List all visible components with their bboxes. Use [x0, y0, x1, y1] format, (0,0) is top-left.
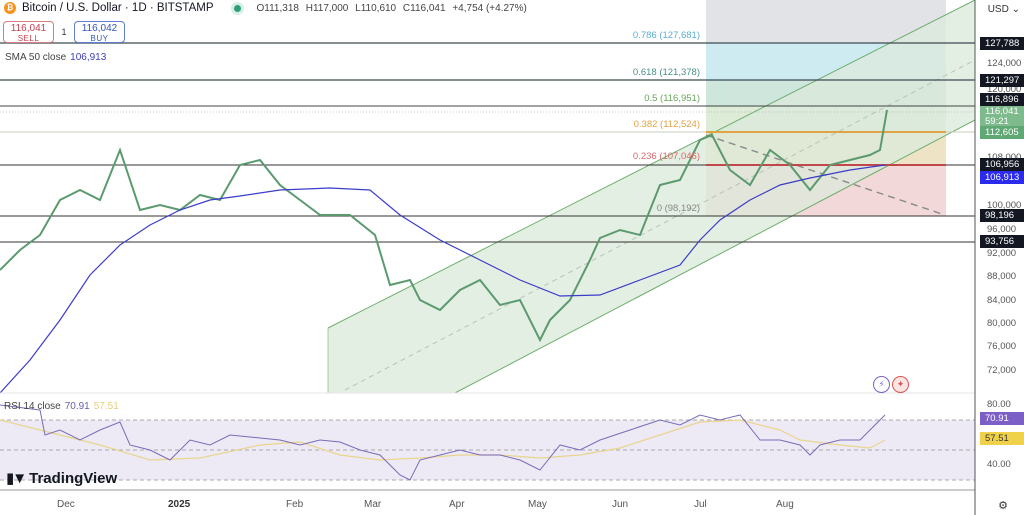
sma-value: 106,913: [70, 52, 107, 63]
price-tag: 98,196: [980, 209, 1024, 222]
low-value: L110,610: [355, 2, 397, 14]
spread-value: 1: [61, 27, 67, 37]
fib-0236-label: 0.236 (107,046): [632, 151, 700, 162]
rsi-value: 70.91: [64, 401, 90, 412]
open-value: O111,318: [256, 2, 299, 14]
price-tick: 108,000: [981, 152, 1024, 163]
sell-label: SELL: [17, 34, 40, 43]
buy-button[interactable]: 116,042 BUY: [74, 21, 125, 43]
price-tick: 88,000: [987, 271, 1017, 282]
rsi-ma-value: 57.51: [93, 401, 119, 412]
price-tag: 106,956: [980, 158, 1024, 171]
rsi-ma-tag: 57.51: [980, 432, 1024, 445]
price-tag: 116,896: [980, 93, 1024, 106]
price-tag: 112,605: [980, 126, 1024, 139]
price-tag: 121,297: [980, 74, 1024, 87]
time-tick: Feb: [286, 499, 304, 510]
time-tick: Dec: [57, 499, 75, 510]
bitcoin-icon: ₿: [4, 2, 16, 14]
fib-0786-label: 0.786 (127,681): [632, 30, 700, 41]
price-tick: 124,000: [987, 58, 1022, 69]
current-price: 116,041: [985, 106, 1019, 117]
tradingview-logo: ▮▼ TradingView: [6, 469, 118, 488]
change-value: +4,754 (+4.27%): [452, 2, 527, 14]
price-tag: 93,756: [980, 235, 1024, 248]
time-tick: Apr: [449, 499, 465, 510]
chevron-down-icon: ⌄: [1011, 4, 1020, 15]
lightning-icon[interactable]: ⚡: [873, 376, 890, 393]
currency-selector[interactable]: USD ⌄: [988, 4, 1020, 15]
price-tick: 84,000: [987, 295, 1017, 306]
tv-logo-icon: ▮▼: [6, 470, 27, 487]
sma-legend[interactable]: SMA 50 close 106,913: [5, 52, 106, 63]
currency-label: USD: [987, 4, 1009, 15]
sell-price: 116,041: [10, 23, 47, 34]
market-status-icon: [233, 4, 241, 12]
price-tick: 72,000: [987, 365, 1017, 376]
rsi-label: RSI 14 close: [4, 401, 61, 412]
price-tick: 76,000: [987, 341, 1017, 352]
fib-0382-label: 0.382 (112,524): [633, 119, 700, 130]
time-tick: Aug: [776, 499, 794, 510]
close-value: C116,041: [402, 2, 446, 14]
price-tick: 92,000: [987, 248, 1017, 259]
rsi-tag: 70.91: [980, 412, 1024, 425]
sma-label: SMA 50 close: [5, 52, 67, 63]
us-flag-icon[interactable]: ✦: [892, 376, 909, 393]
logo-text: TradingView: [29, 469, 118, 487]
fib-0-label: 0 (98,192): [656, 203, 700, 214]
chart-icons: ⚡ ✦: [873, 376, 909, 393]
time-tick: 2025: [168, 499, 191, 510]
price-tick: 80,000: [987, 318, 1017, 329]
price-tick: 100,000: [987, 200, 1022, 211]
time-tick: Mar: [364, 499, 382, 510]
fib-05-label: 0.5 (116,951): [644, 93, 700, 104]
sell-button[interactable]: 116,041 SELL: [3, 21, 54, 43]
time-tick: Jul: [694, 499, 707, 510]
current-price-tag: 116,041 59:21: [980, 106, 1024, 127]
candle-countdown: 59:21: [985, 116, 1009, 127]
symbol-title[interactable]: Bitcoin / U.S. Dollar · 1D · BITSTAMP: [22, 2, 214, 14]
settings-gear-icon[interactable]: ⚙: [998, 500, 1008, 512]
price-tick: 120,000: [987, 84, 1022, 95]
time-tick: Jun: [612, 499, 629, 510]
buy-label: BUY: [90, 34, 109, 43]
rsi-tick: 40.00: [987, 459, 1011, 470]
time-tick: May: [528, 499, 547, 510]
rsi-tick: 80.00: [987, 399, 1011, 410]
trade-panel: 116,041 SELL 1 116,042 BUY: [3, 21, 125, 43]
sma-price-tag: 106,913: [980, 171, 1024, 184]
high-value: H117,000: [305, 2, 349, 14]
price-tick: 96,000: [987, 224, 1017, 235]
rsi-legend[interactable]: RSI 14 close 70.91 57.51: [4, 401, 119, 412]
buy-price: 116,042: [81, 23, 118, 34]
price-tag: 127,788: [980, 37, 1024, 50]
symbol-header: ₿ Bitcoin / U.S. Dollar · 1D · BITSTAMP …: [4, 2, 531, 14]
ohlc-values: O111,318 H117,000 L110,610 C116,041 +4,7…: [257, 3, 531, 14]
fib-0618-label: 0.618 (121,378): [632, 67, 700, 78]
